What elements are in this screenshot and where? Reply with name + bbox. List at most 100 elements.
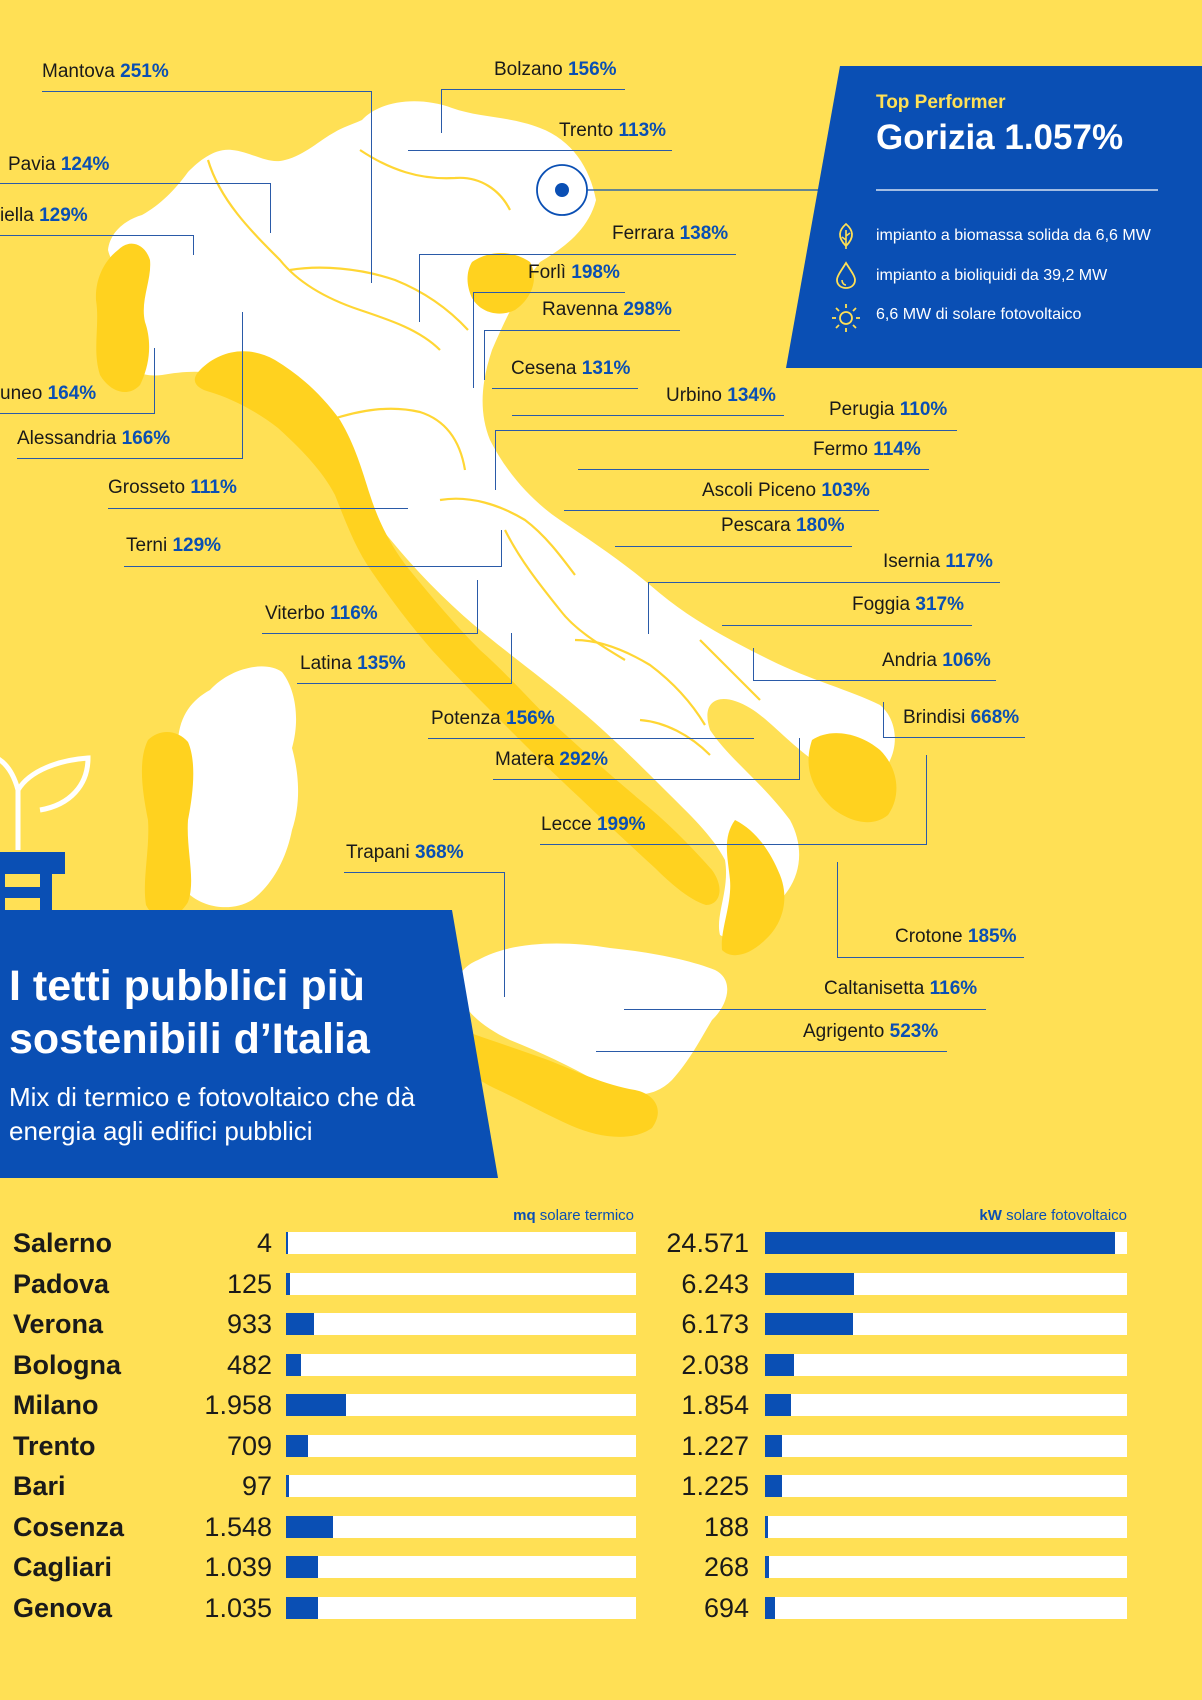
bar (765, 1475, 783, 1497)
leader-line (193, 235, 194, 255)
bar-track (286, 1272, 636, 1295)
leader-line (441, 89, 625, 90)
leader-line (799, 738, 800, 779)
bar-track (286, 1394, 636, 1416)
leader-line (883, 702, 884, 737)
top-performer-header: Top Performer Gorizia 1.057% (876, 92, 1186, 158)
leader-line (837, 957, 1024, 958)
bar-track (765, 1232, 1127, 1254)
map-label-pescara: Pescara 180% (721, 515, 845, 536)
map-label-crotone: Crotone 185% (895, 926, 1017, 947)
data-label: 4 (256, 1228, 272, 1258)
mainland-map (108, 101, 895, 938)
bar (765, 1394, 792, 1416)
map-label-ravenna: Ravenna 298% (542, 299, 672, 320)
category-label: Cosenza (13, 1511, 125, 1542)
map-label-brindisi: Brindisi 668% (903, 707, 1020, 728)
category-label: Verona (13, 1309, 104, 1339)
bar-track (765, 1272, 1127, 1295)
map-label-ascoli-piceno: Ascoli Piceno 103% (702, 480, 870, 501)
leader-line (441, 89, 442, 133)
category-label: Genova (13, 1592, 113, 1623)
map-label-urbino: Urbino 134% (666, 385, 776, 406)
region-veneto (467, 253, 535, 314)
map-label-perugia: Perugia 110% (829, 399, 948, 420)
leader-line (753, 680, 996, 681)
map-label-isernia: Isernia 117% (883, 551, 993, 572)
bar-charts: mq solare termico kW solare fotovoltaico… (0, 1200, 1202, 1630)
bar (286, 1475, 289, 1497)
data-label: 2.038 (681, 1349, 749, 1380)
map-label-trento: Trento 113% (559, 120, 667, 141)
map-label-agrigento: Agrigento 523% (803, 1021, 939, 1042)
leader-line (419, 254, 420, 322)
data-label: 709 (226, 1430, 272, 1461)
leader-line (17, 458, 243, 459)
bar-track (765, 1434, 1127, 1457)
leader-line (371, 91, 372, 283)
leader-line (42, 91, 372, 92)
bar-track (765, 1313, 1127, 1335)
leader-line (624, 1009, 986, 1010)
leader-line (242, 312, 243, 458)
leader-line (124, 566, 502, 567)
bar-track (286, 1475, 636, 1497)
top-performer-item-biomass: impianto a biomassa solida da 6,6 MW (876, 227, 1151, 244)
sprout-icon (0, 755, 91, 850)
leaf-icon (839, 222, 853, 249)
data-label: 125 (226, 1268, 272, 1299)
leader-line (473, 292, 625, 293)
map-label-foggia: Foggia 317% (852, 594, 964, 615)
bar (286, 1232, 288, 1254)
map-label-forli: Forlì 198% (528, 262, 620, 283)
top-performer-title: Gorizia 1.057% (876, 118, 1124, 157)
data-label: 1.225 (681, 1471, 749, 1501)
bar (286, 1556, 318, 1578)
map-label-fermo: Fermo 114% (813, 439, 921, 460)
category-label: Milano (13, 1390, 99, 1420)
data-label: 97 (241, 1471, 272, 1501)
data-label: 1.548 (204, 1511, 272, 1542)
category-label: Padova (13, 1268, 110, 1299)
bar-track (286, 1596, 636, 1619)
map-label-latina: Latina 135% (300, 653, 406, 674)
map-label-grosseto: Grosseto 111% (108, 477, 237, 498)
leader-line (493, 779, 800, 780)
bar (765, 1556, 769, 1578)
series-header-pv: kW solare fotovoltaico (979, 1207, 1127, 1224)
category-label: Bologna (13, 1349, 121, 1380)
data-label: 1.227 (681, 1430, 749, 1461)
map-label-viterbo: Viterbo 116% (265, 603, 378, 624)
category-label: Bari (13, 1471, 66, 1501)
region-puglia (808, 733, 897, 823)
bar (765, 1272, 854, 1295)
leader-line (495, 430, 496, 490)
map-label-biella: iella 129% (0, 205, 88, 226)
bar (286, 1434, 308, 1457)
data-label: 1.854 (681, 1390, 749, 1420)
bar-track (765, 1515, 1127, 1538)
leader-line (0, 413, 155, 414)
sardinia-region (141, 731, 194, 919)
data-label: 1.035 (204, 1592, 272, 1623)
bar-track (286, 1232, 636, 1254)
leader-line (501, 530, 502, 566)
bar (765, 1232, 1116, 1254)
map-label-matera: Matera 292% (495, 749, 609, 770)
sun-icon (832, 304, 860, 332)
region-calabria (721, 820, 785, 956)
leader-line (504, 872, 505, 997)
bar (765, 1596, 775, 1619)
series-header-thermal: mq solare termico (513, 1207, 634, 1224)
bar-track (765, 1475, 1127, 1497)
leader-line (492, 388, 638, 389)
top-performer-kicker: Top Performer (876, 92, 1006, 113)
top-performer-item-bioliquids: impianto a bioliquidi da 39,2 MW (876, 267, 1108, 284)
bar-track (765, 1556, 1127, 1578)
leader-line (270, 183, 271, 233)
map-label-terni: Terni 129% (126, 535, 222, 556)
leader-line (344, 872, 505, 873)
leader-line (648, 582, 1000, 583)
leader-line (0, 235, 194, 236)
bar-track (765, 1353, 1127, 1376)
